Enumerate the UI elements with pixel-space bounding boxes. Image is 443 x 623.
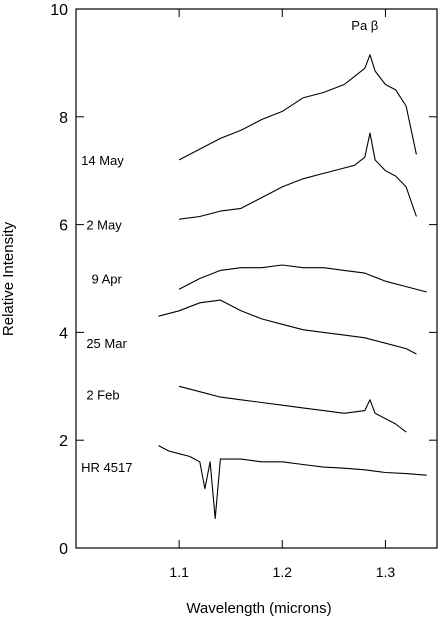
series-lines — [158, 54, 427, 519]
y-tick-label: 4 — [59, 325, 68, 342]
annotation-label: Pa β — [351, 18, 378, 33]
series-label: 2 May — [86, 218, 122, 233]
x-tick-label: 1.2 — [273, 564, 293, 580]
series-labels: 14 May 2 May 9 Apr 25 Mar 2 Feb HR 4517 — [81, 153, 132, 475]
y-axis-label: Relative Intensity — [0, 221, 17, 336]
series-label: 25 Mar — [86, 336, 127, 351]
x-tick-label: 1.1 — [169, 564, 189, 580]
series-label: 2 Feb — [86, 387, 119, 402]
annotations: Pa β — [351, 18, 378, 33]
series-line-4 — [178, 385, 407, 433]
plot-border — [75, 8, 438, 549]
series-line-0 — [178, 54, 417, 161]
series-label: 14 May — [81, 153, 124, 168]
y-tick-label: 0 — [59, 541, 68, 558]
y-tick-label: 8 — [59, 110, 68, 127]
x-tick-label: 1.3 — [376, 564, 396, 580]
y-axis-ticks: 0 2 4 6 8 10 — [50, 2, 437, 558]
y-tick-label: 10 — [50, 2, 68, 19]
series-label: 9 Apr — [91, 272, 122, 287]
y-tick-label: 2 — [59, 433, 68, 450]
y-tick-label: 6 — [59, 218, 68, 235]
series-line-3 — [158, 299, 417, 355]
plot-frame — [75, 8, 438, 549]
series-line-1 — [179, 132, 417, 220]
x-axis-label: Wavelength (microns) — [186, 600, 331, 617]
x-axis-ticks: 1.1 1.2 1.3 — [169, 9, 395, 580]
series-line-5 — [158, 445, 427, 519]
series-label: HR 4517 — [81, 460, 132, 475]
series-line-2 — [178, 264, 427, 293]
